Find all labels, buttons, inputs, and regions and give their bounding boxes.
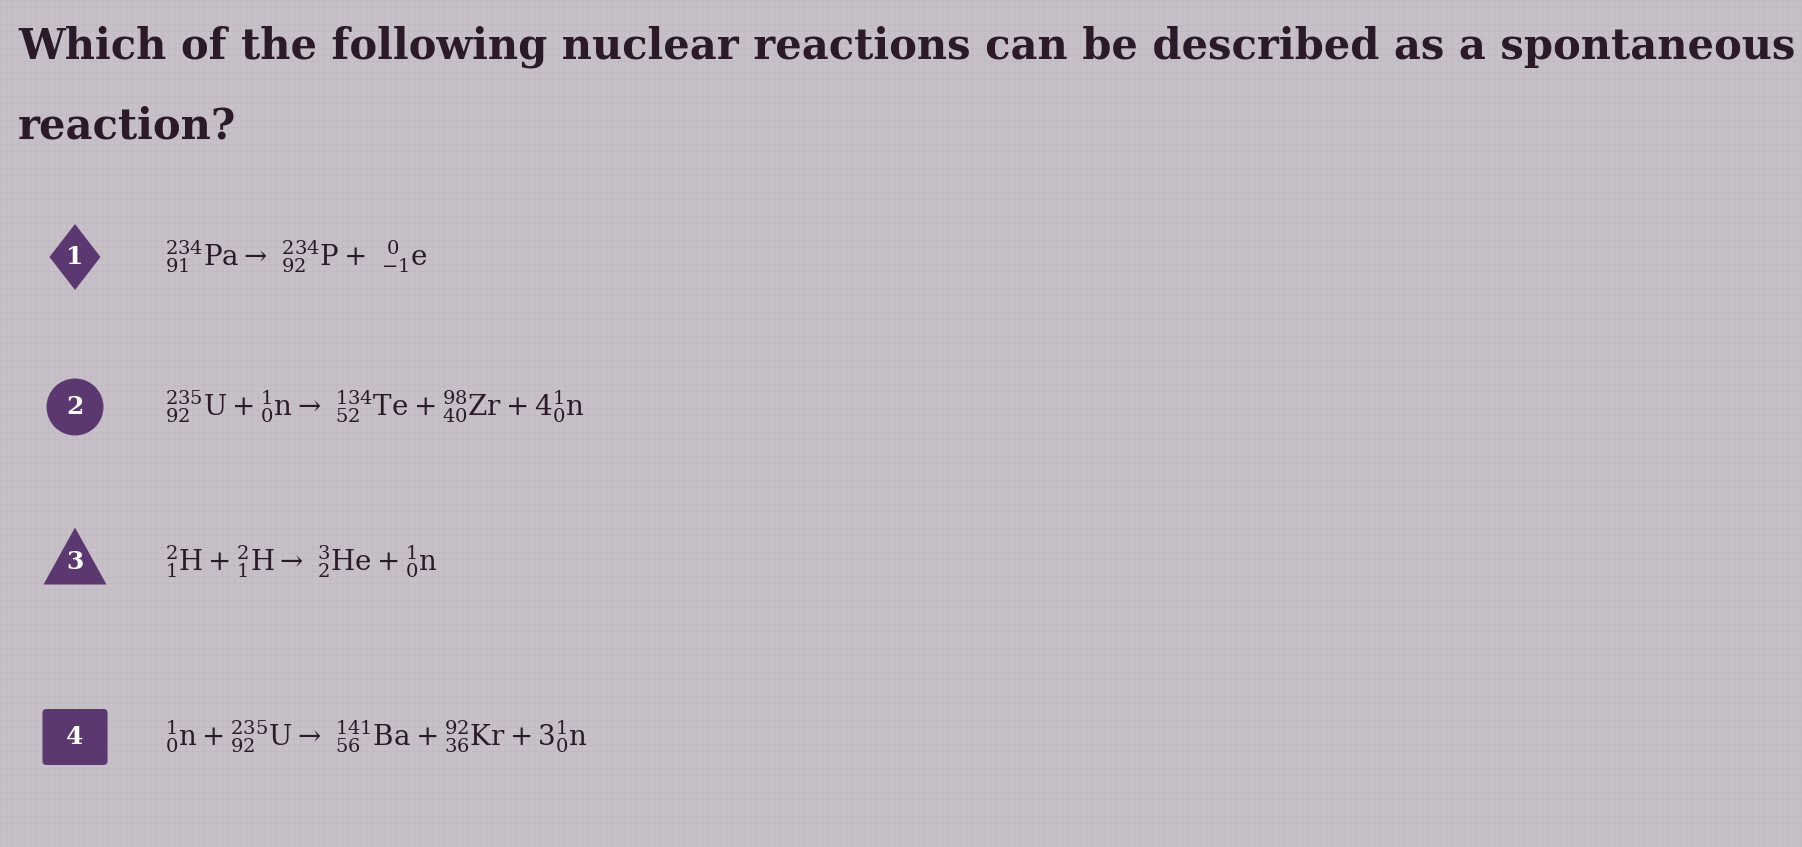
Text: $\mathregular{^{2}_{1}H + ^{2}_{1}H \rightarrow\ ^{3}_{2}He + ^{1}_{0}n}$: $\mathregular{^{2}_{1}H + ^{2}_{1}H \rig… bbox=[166, 544, 438, 580]
Circle shape bbox=[47, 379, 103, 435]
Polygon shape bbox=[43, 528, 106, 584]
FancyBboxPatch shape bbox=[43, 709, 108, 765]
Text: 4: 4 bbox=[67, 725, 83, 749]
Polygon shape bbox=[49, 224, 101, 290]
Text: $\mathregular{^{234}_{91}Pa \rightarrow\ ^{234}_{92}P +\ ^{\;0}_{-1}e}$: $\mathregular{^{234}_{91}Pa \rightarrow\… bbox=[166, 239, 427, 275]
Text: Which of the following nuclear reactions can be described as a spontaneous fissi: Which of the following nuclear reactions… bbox=[18, 25, 1802, 68]
Text: 1: 1 bbox=[67, 245, 83, 269]
Text: 3: 3 bbox=[67, 550, 83, 574]
Text: reaction?: reaction? bbox=[18, 105, 236, 147]
Text: $\mathregular{^{1}_{0}n + ^{235}_{92}U \rightarrow\ ^{141}_{56}Ba + ^{92}_{36}Kr: $\mathregular{^{1}_{0}n + ^{235}_{92}U \… bbox=[166, 718, 587, 756]
Text: 2: 2 bbox=[67, 395, 83, 419]
Text: $\mathregular{^{235}_{92}U + ^{1}_{0}n \rightarrow\ ^{134}_{52}Te + ^{98}_{40}Zr: $\mathregular{^{235}_{92}U + ^{1}_{0}n \… bbox=[166, 389, 584, 425]
